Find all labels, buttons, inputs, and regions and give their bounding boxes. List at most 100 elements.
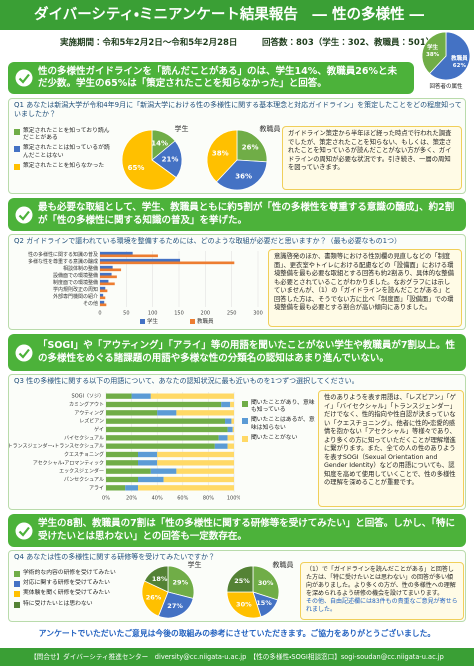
bar-segment — [214, 443, 228, 449]
x-tick-label: 0 — [98, 311, 101, 317]
bar — [100, 289, 108, 293]
category-label: SOGI（ソジ） — [72, 394, 104, 400]
category-label: 性の多様性に関する知識の普及 — [28, 251, 98, 258]
comment: 意識啓発のほか、書類等における性別欄の見直しなどの「制度面」、更衣室やトイレにお… — [268, 249, 462, 327]
bar — [100, 251, 133, 255]
pie-slice — [236, 129, 268, 163]
bar-segment — [106, 485, 126, 491]
category-label: カミングアウト — [69, 401, 104, 408]
pie-slice — [141, 580, 169, 617]
category-label: ゲイ — [94, 426, 104, 433]
bar — [100, 293, 104, 297]
x-tick-label: 100 — [148, 311, 158, 317]
headline-box: 「SOGI」や「アウティング」「アライ」等の用語を聞いたことがない学生や教職員が… — [8, 334, 466, 371]
comment: ガイドライン策定から半年ほど経った時点で行われた調査でしたが、策定されたことを知… — [282, 126, 462, 190]
legend-swatch — [242, 401, 248, 407]
category-label: トランスジェンダー・トランスセクシュアル — [8, 443, 104, 450]
category-label: アセクシャル・アロマンティック — [33, 460, 104, 466]
bar-segment — [106, 410, 158, 416]
bar — [100, 279, 109, 283]
header-title: ダイバーシティ・ミニアンケート結果報告 ― 性の多様性 ― — [0, 0, 474, 30]
x-tick-label: 200 — [201, 311, 211, 317]
bar-segment — [157, 460, 234, 466]
legend-label: 学術的な内容の研修を受けてみたい — [23, 570, 116, 576]
legend-item: 特に受けたいとは思わない — [14, 601, 126, 608]
bar-segment — [131, 393, 151, 399]
legend-swatch — [242, 435, 248, 442]
bar-segment — [106, 451, 138, 458]
bar-segment — [138, 476, 164, 483]
bar-segment — [106, 418, 226, 424]
slice-category: 教職員 — [450, 54, 468, 62]
x-tick-label: 150 — [174, 311, 184, 317]
category-label: 学内規則改正の周知 — [53, 286, 98, 293]
legend-swatch — [242, 418, 248, 425]
category-label: クエスチョニング — [64, 451, 104, 458]
value-label: 29% — [173, 578, 189, 586]
category-label: アウティング — [74, 409, 104, 416]
bar-segment — [106, 443, 215, 449]
x-tick-label: 80% — [203, 496, 214, 502]
bar — [100, 265, 113, 269]
x-tick-label: 50 — [123, 311, 129, 317]
legend-item: 策定されたことを知らなかった — [14, 163, 112, 170]
thanks: アンケートでいただいたご意見は今後の取組みの参考にさせていただきます。ご協力をあ… — [38, 629, 436, 638]
bar-segment — [227, 435, 234, 441]
value-label: 15% — [256, 599, 272, 607]
value-label: 27% — [167, 602, 183, 610]
comment-box: （1）で「ガイドラインを読んだことがある」と回答した方は、「特に受けたいとは思わ… — [300, 562, 464, 620]
question: Q1 あなたは新潟大学が令和4年9月に「新潟大学における性の多様性に関する基本理… — [14, 101, 462, 119]
survey-period: 実施期間：令和5年2月2日〜令和5年2月28日 — [60, 38, 238, 48]
bar-segment — [157, 410, 177, 416]
bar-segment — [138, 451, 158, 458]
value-label: 38% — [212, 149, 229, 157]
pie-slice — [206, 129, 238, 183]
value-label: 14% — [151, 140, 168, 148]
slice-category: 学生 — [427, 43, 439, 51]
bar — [100, 272, 112, 276]
bar-segment — [227, 443, 234, 449]
question: Q4 あなたは性の多様性に関する研修等を受けてみたいですか？ — [14, 553, 215, 561]
legend: 聞いたことがあり、意味も知っている 聞いたことはあるが、意味は知らない 聞いたことが… — [242, 400, 316, 445]
legend-label: 策定されたことを知らなかった — [23, 162, 105, 169]
bar-segment — [218, 435, 228, 441]
pie-slice — [421, 31, 447, 75]
bar-chart: 0 50 100 150 200 250 300 性の多様性に関する知識の普及多様な性を尊重す… — [28, 251, 263, 325]
headline: 性の多様性ガイドラインを「読んだことがある」のは、学生14%、教職員26%と未だ… — [38, 65, 397, 89]
x-tick-label: 100% — [227, 496, 240, 502]
x-tick-label: 0% — [102, 496, 110, 502]
value-label: 26% — [146, 594, 162, 602]
pie-slice — [151, 140, 183, 179]
bar-segment — [176, 468, 234, 474]
legend-swatch — [14, 571, 20, 577]
contact: 【問合せ】ダイバーシティ推進センター diversity@cc.niigata-… — [0, 648, 474, 666]
attribute-caption: 回答者の属性 — [429, 84, 463, 90]
legend-item: 対応に関する研修を受けてみたい — [14, 580, 126, 588]
bar-segment — [227, 426, 233, 433]
legend-label: 策定されたことは知っているが読んだことはない — [23, 145, 110, 159]
pie-slice — [429, 31, 471, 81]
headline-box: 性の多様性ガイドラインを「読んだことがある」のは、学生14%、教職員26%と未だ… — [8, 62, 414, 94]
bar — [100, 268, 122, 272]
legend-swatch — [14, 146, 20, 153]
legend-item: 聞いたことがない — [242, 435, 316, 442]
legend-item: 策定されたことは知っているが読んだことはない — [14, 145, 112, 159]
value-label: 30% — [236, 601, 252, 609]
bar — [100, 286, 106, 290]
headline-box: 最も必要な取組として、学生、教職員ともに約5割が「性の多様性を尊重する意識の醸成… — [8, 198, 466, 231]
x-tick-label: 60% — [177, 496, 188, 502]
check-icon — [15, 206, 33, 223]
value-label: 26% — [242, 144, 259, 152]
headline-box: 学生の8割、教職員の7割は「性の多様性に関する研修等を受けてみたい」と回答。しか… — [8, 514, 466, 547]
bar — [100, 303, 107, 307]
pie-name: 学生 — [175, 124, 189, 133]
question: Q3 性の多様性に関する以下の用語について、あなたの認知状況に最も近いものを1つ… — [14, 377, 359, 385]
bar-segment — [230, 401, 234, 408]
pie-slice — [226, 565, 254, 593]
legend-swatch — [14, 163, 20, 170]
legend-label: 聞いたことはあるが、意味は知らない — [251, 417, 315, 431]
bar-segment — [157, 451, 234, 458]
pie-slice — [143, 565, 169, 593]
